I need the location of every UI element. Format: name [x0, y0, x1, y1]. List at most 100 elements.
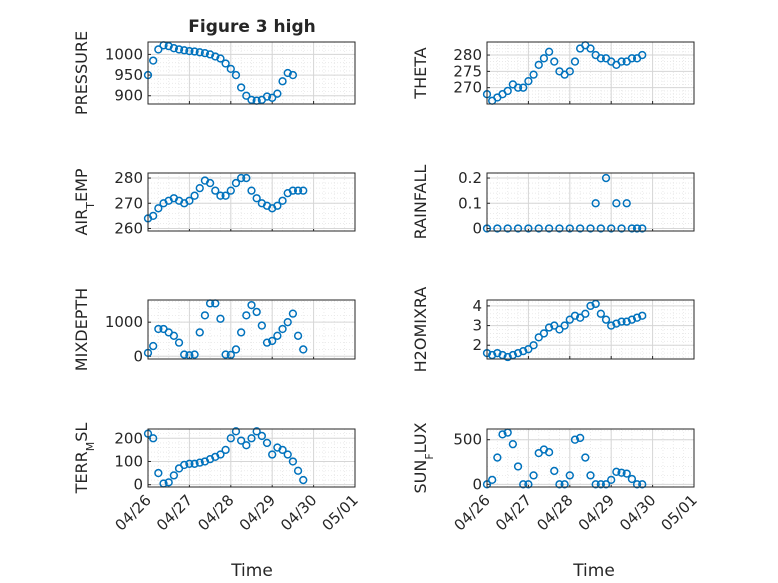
- data-point: [555, 480, 564, 489]
- data-point: [278, 196, 287, 205]
- y-tick-label: 900: [114, 87, 143, 105]
- data-point: [164, 478, 173, 487]
- x-axis-label-left: Time: [230, 561, 273, 581]
- data-point: [596, 54, 605, 63]
- data-point: [221, 59, 230, 68]
- data-point: [237, 328, 246, 337]
- data-point: [586, 44, 595, 53]
- data-point: [519, 346, 528, 356]
- data-point: [180, 46, 189, 55]
- data-point: [262, 338, 272, 347]
- data-point: [288, 70, 298, 80]
- data-point: [216, 54, 225, 63]
- data-point: [169, 331, 179, 340]
- y-tick-label: 270: [453, 79, 482, 97]
- data-point: [200, 311, 210, 320]
- axes-box: [147, 41, 356, 105]
- data-point: [262, 92, 272, 101]
- y-tick-label: 1000: [105, 313, 143, 331]
- data-point: [622, 199, 631, 208]
- data-point: [612, 319, 621, 328]
- data-point: [627, 474, 637, 484]
- x-axis-label-right: Time: [572, 561, 615, 581]
- data-point: [211, 186, 220, 195]
- data-point: [570, 57, 580, 66]
- data-point: [565, 224, 574, 233]
- data-point: [242, 173, 251, 183]
- data-point: [288, 186, 298, 195]
- data-point: [638, 224, 647, 233]
- data-point: [529, 341, 538, 350]
- data-point: [632, 224, 642, 233]
- data-point: [539, 329, 549, 338]
- data-point: [169, 471, 179, 480]
- data-point: [508, 350, 518, 360]
- y-tick-label: 270: [114, 194, 143, 212]
- data-point: [226, 434, 235, 443]
- data-point: [252, 427, 261, 436]
- data-point: [283, 450, 292, 459]
- data-point: [576, 313, 585, 322]
- data-point: [221, 191, 230, 200]
- data-point: [231, 70, 241, 80]
- data-point: [216, 191, 225, 200]
- data-point: [195, 183, 204, 193]
- subplot-rainfall: 0 0.1 0.2 RAINFALL: [411, 165, 695, 239]
- data-point: [154, 324, 163, 334]
- data-point: [513, 83, 523, 92]
- data-point: [226, 350, 235, 360]
- subplot-mixdepth: 0 1000 MIXDEPTH: [72, 288, 356, 371]
- data-point: [632, 480, 642, 489]
- data-point: [293, 186, 303, 195]
- data-point: [216, 314, 225, 323]
- data-point: [283, 68, 292, 78]
- y-axis-label: THETA: [411, 47, 430, 99]
- y-tick-label: 500: [453, 431, 482, 449]
- data-point: [154, 204, 163, 213]
- data-point: [262, 438, 272, 448]
- data-point: [596, 309, 605, 318]
- data-point: [211, 52, 220, 61]
- data-point: [237, 83, 246, 92]
- data-point: [205, 178, 215, 188]
- data-point: [226, 186, 235, 195]
- data-point: [638, 50, 647, 60]
- y-tick-label: 4: [472, 297, 482, 315]
- data-point: [190, 47, 199, 56]
- data-point: [550, 57, 559, 66]
- data-point: [273, 331, 282, 340]
- data-point: [570, 435, 580, 444]
- data-point: [555, 224, 564, 233]
- data-point: [288, 457, 298, 466]
- data-point: [226, 64, 235, 74]
- data-point: [627, 224, 637, 233]
- y-tick-label: 0.1: [458, 194, 482, 212]
- data-point: [586, 301, 595, 311]
- data-point: [242, 311, 251, 320]
- y-tick-label: 3: [472, 317, 482, 335]
- data-point: [581, 309, 590, 318]
- data-point: [252, 307, 261, 317]
- y-tick-label: 0: [133, 347, 143, 365]
- data-point: [169, 44, 179, 53]
- data-point: [231, 178, 241, 188]
- data-point: [586, 471, 595, 480]
- y-tick-label: 280: [453, 46, 482, 64]
- data-point: [570, 311, 580, 320]
- y-tick-label: 100: [114, 452, 143, 470]
- data-point: [539, 54, 549, 63]
- y-tick-label: 950: [114, 66, 143, 84]
- data-point: [293, 466, 303, 475]
- y-axis-label: H2OMIXRA: [411, 287, 430, 373]
- data-point: [200, 49, 210, 58]
- data-point: [519, 83, 528, 92]
- data-point: [237, 173, 246, 183]
- data-point: [216, 450, 225, 459]
- data-point: [242, 91, 251, 100]
- data-point: [185, 46, 194, 56]
- data-point: [503, 224, 512, 233]
- data-point: [627, 315, 637, 324]
- subplot-pressure: 900 950 1000 PRESSURE: [72, 31, 356, 115]
- y-tick-label: 0: [133, 476, 143, 494]
